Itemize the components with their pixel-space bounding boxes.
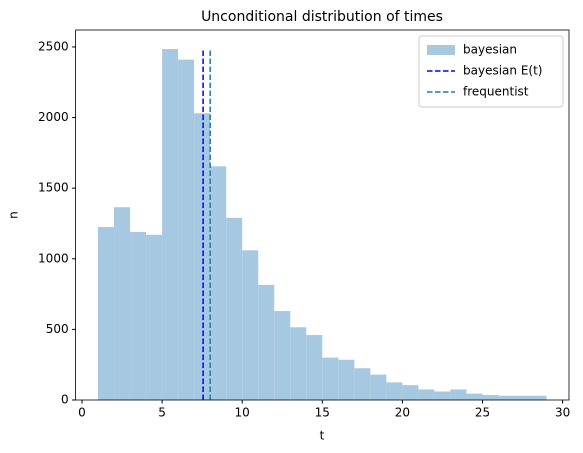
legend-swatch — [427, 45, 455, 55]
x-tick-label: 15 — [315, 406, 330, 420]
bar — [338, 359, 355, 400]
bar — [450, 389, 467, 400]
y-tick-label: 500 — [46, 322, 69, 336]
legend-label: bayesian — [463, 43, 517, 57]
legend-label: frequentist — [463, 85, 529, 99]
y-tick-label: 1000 — [38, 251, 69, 265]
bar — [322, 357, 339, 400]
bar — [370, 374, 387, 400]
y-tick-label: 2500 — [38, 39, 69, 53]
y-tick-label: 2000 — [38, 110, 69, 124]
legend: bayesian bayesian E(t) frequentist — [418, 35, 564, 108]
bar — [434, 391, 451, 400]
x-axis-label: t — [320, 429, 325, 443]
x-tick-label: 10 — [235, 406, 250, 420]
bar — [354, 368, 371, 400]
bar — [114, 207, 131, 400]
bar — [530, 395, 547, 400]
legend-label: bayesian E(t) — [463, 64, 542, 78]
bar — [306, 335, 323, 400]
bar — [146, 234, 163, 400]
y-axis-label: n — [7, 211, 21, 219]
bar — [274, 311, 291, 400]
bar — [194, 113, 211, 400]
chart-title: Unconditional distribution of times — [201, 9, 443, 25]
bar — [466, 393, 483, 400]
x-tick-label: 0 — [78, 406, 86, 420]
bar — [162, 49, 179, 401]
bar — [290, 327, 307, 400]
y-tick-label: 1500 — [38, 181, 69, 195]
x-tick-label: 5 — [158, 406, 166, 420]
bar — [210, 166, 227, 400]
bar — [514, 395, 531, 400]
x-tick-label: 25 — [475, 406, 490, 420]
x-tick-label: 30 — [555, 406, 570, 420]
bar — [418, 389, 435, 400]
bar — [130, 231, 147, 400]
bar — [402, 385, 419, 400]
bar — [498, 395, 515, 400]
y-tick-label: 0 — [61, 393, 69, 407]
bar — [226, 217, 243, 400]
bar — [386, 382, 403, 400]
x-tick-label: 20 — [395, 406, 410, 420]
bar — [258, 284, 275, 400]
bar — [178, 59, 195, 400]
bar — [482, 395, 499, 400]
bar — [98, 227, 115, 400]
bar — [242, 250, 259, 400]
